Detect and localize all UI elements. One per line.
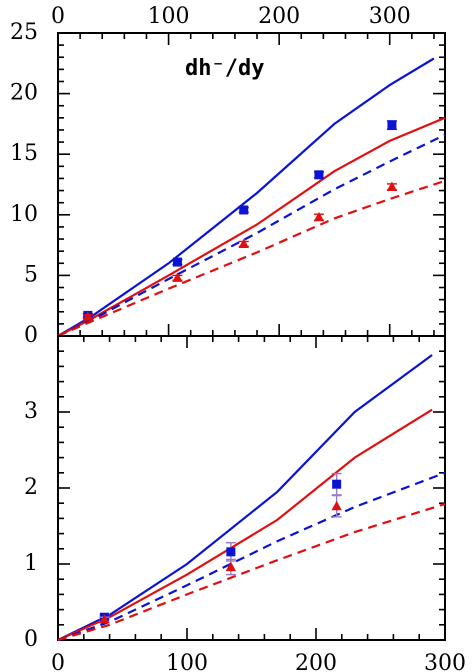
panel-bottom: 0 100 200 300 0 1 2 3 <box>24 335 466 672</box>
plot-frame-bottom <box>57 335 446 641</box>
x-tick-label: 100 <box>148 4 190 29</box>
y-tick-label: 1 <box>24 551 38 576</box>
x-tick-label: 300 <box>424 651 466 672</box>
series-line-blue-solid <box>57 57 435 337</box>
x-tick-label: 0 <box>51 4 65 29</box>
data-point-square <box>172 257 182 267</box>
data-point-triangle <box>386 181 398 191</box>
panel-annotation: dh⁻/dy <box>185 56 264 81</box>
y-tick-label: 20 <box>10 81 38 106</box>
tick-labels-bottom: 0 100 200 300 0 1 2 3 <box>24 399 466 672</box>
series-line-blue-dashed <box>57 133 446 337</box>
y-tick-label: 3 <box>24 399 38 424</box>
data-point-triangle <box>331 500 342 511</box>
x-tick-label: 200 <box>295 651 337 672</box>
data-point-triangle <box>225 561 237 572</box>
data-point-square <box>332 479 342 489</box>
tick-labels-top: 0 100 200 300 0 5 10 15 20 25 <box>10 4 411 348</box>
series-line-blue-solid <box>57 354 433 641</box>
y-tick-label: 2 <box>24 475 38 500</box>
data-point-triangle <box>313 211 325 222</box>
series-line-blue-dashed <box>57 471 446 642</box>
series-group-bottom <box>57 354 446 642</box>
data-point-square <box>226 547 236 557</box>
x-tick-label: 100 <box>166 651 208 672</box>
x-tick-label: 200 <box>258 4 300 29</box>
series-line-red-solid <box>57 116 446 337</box>
data-point-square <box>387 120 397 130</box>
y-tick-label: 0 <box>24 627 38 652</box>
y-tick-label: 0 <box>24 323 38 348</box>
y-tick-label: 5 <box>24 262 38 287</box>
data-point-triangle <box>172 272 183 282</box>
tick-marks-bottom <box>57 335 446 641</box>
series-line-red-dashed <box>57 502 446 642</box>
y-tick-label: 25 <box>10 20 38 45</box>
data-point-triangle <box>99 614 110 624</box>
y-tick-label: 10 <box>10 202 38 227</box>
panel-top: 0 100 200 300 0 5 10 15 20 25 dh⁻/dy <box>10 4 446 348</box>
data-point-triangle <box>238 238 249 248</box>
data-point-square <box>239 205 249 215</box>
series-line-red-dashed <box>57 179 446 338</box>
x-tick-label: 0 <box>51 651 65 672</box>
x-tick-label: 300 <box>369 4 411 29</box>
data-point-triangle <box>82 311 94 321</box>
data-point-square <box>314 170 324 180</box>
series-group-top <box>57 57 446 338</box>
y-tick-label: 15 <box>10 141 38 166</box>
